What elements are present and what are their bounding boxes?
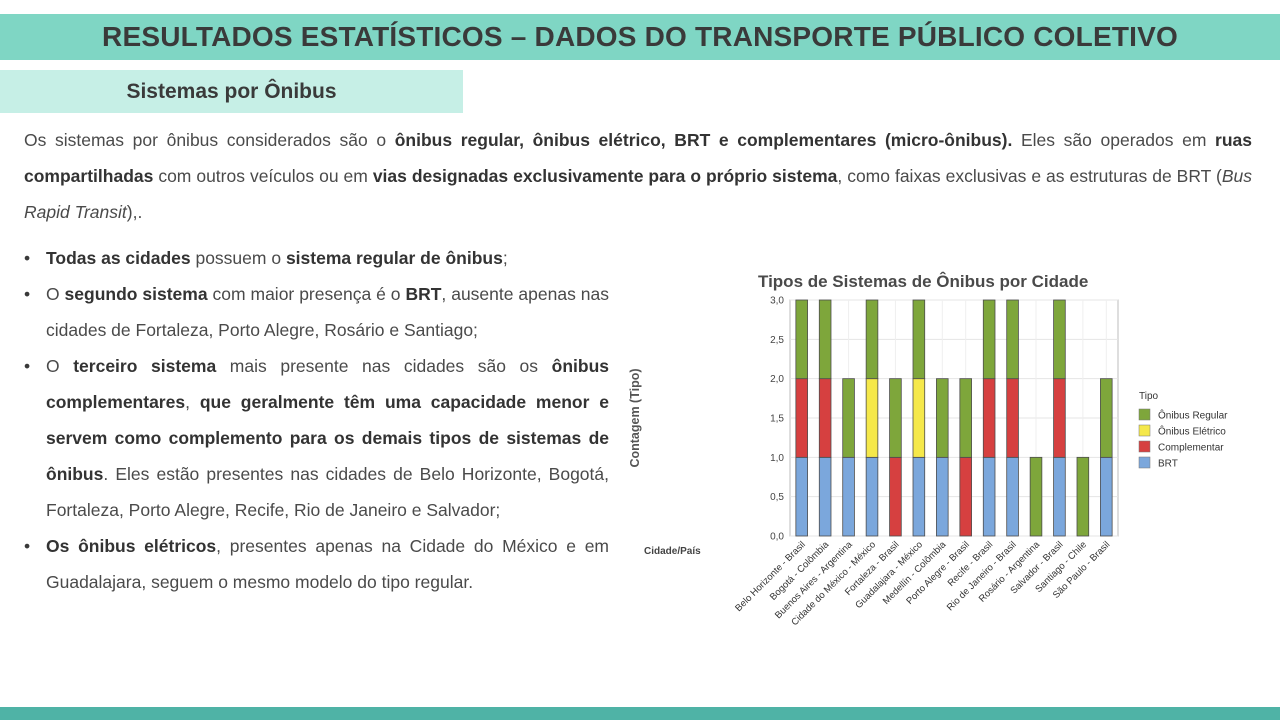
- bar-segment: [912, 378, 926, 458]
- bar-segment: [818, 299, 832, 380]
- bar-segment: [982, 378, 996, 458]
- bullet-bold: Todas as cidades: [46, 248, 191, 268]
- legend-swatch: [1138, 456, 1151, 469]
- page-title: RESULTADOS ESTATÍSTICOS – DADOS DO TRANS…: [102, 21, 1178, 52]
- bar-segment: [1006, 378, 1019, 458]
- bar-segment: [936, 378, 949, 458]
- bullet-bold: terceiro sistema: [73, 356, 217, 376]
- bullet-text: , ausente apenas nas cidades de Fortalez…: [46, 284, 609, 340]
- bar-segment: [1029, 456, 1043, 537]
- bus-systems-chart: Tipos de Sistemas de Ônibus por Cidade 0,…: [628, 272, 1228, 628]
- intro-text: Os sistemas por ônibus considerados são …: [24, 130, 395, 150]
- y-tick-label: 2,5: [770, 335, 784, 346]
- bullet-text: mais presente nas cidades são os: [216, 356, 552, 376]
- bullet-text: O: [46, 356, 74, 376]
- bullet-text: O: [46, 284, 65, 304]
- bar-segment: [959, 456, 972, 537]
- footer-bar: [0, 707, 1280, 720]
- bullet-text: possuem o: [190, 248, 286, 268]
- bar-segment: [842, 456, 855, 537]
- legend-swatch: [1138, 424, 1151, 437]
- bar-segment: [1100, 456, 1113, 537]
- bullet-bold: que geralmente têm uma capacidade menor …: [46, 392, 609, 484]
- intro-text: com outros veículos ou em: [153, 166, 373, 186]
- bar-segment: [865, 299, 879, 380]
- bar-segment: [912, 299, 926, 380]
- y-tick-label: 2,0: [770, 374, 784, 385]
- bar-segment: [1006, 456, 1019, 537]
- y-axis-label: Contagem (Tipo): [628, 368, 642, 467]
- bullet-item: • Os ônibus elétricos, presentes apenas n…: [24, 528, 609, 600]
- bullet-item: • O segundo sistema com maior presença é …: [24, 276, 609, 348]
- intro-text: Eles são operados em: [1012, 130, 1216, 150]
- bar-segment: [842, 378, 855, 458]
- bullet-marker: •: [24, 536, 31, 556]
- bar-segment: [1053, 456, 1066, 537]
- bullet-bold: segundo sistema: [64, 284, 208, 304]
- legend-label: Ônibus Elétrico: [1158, 425, 1226, 438]
- bullet-marker: •: [24, 356, 31, 376]
- section-header: Sistemas por Ônibus: [0, 70, 463, 113]
- intro-text: , como faixas exclusivas e as estruturas…: [837, 166, 1222, 186]
- bar-segment: [959, 378, 972, 458]
- legend-label: Complementar: [1158, 443, 1224, 454]
- bar-segment: [818, 378, 832, 458]
- bar-segment: [795, 456, 808, 537]
- bullet-bold: Os ônibus elétricos: [46, 536, 217, 556]
- bullet-item: • O terceiro sistema mais presente nas ci…: [24, 348, 609, 528]
- bar-segment: [1053, 378, 1066, 458]
- legend-title: Tipo: [1139, 391, 1159, 402]
- y-tick-label: 1,5: [770, 414, 784, 425]
- intro-text: ),.: [126, 202, 143, 222]
- bullet-text: , presentes apenas na Cidade do México e…: [46, 536, 610, 592]
- bullet-text: com maior presença é o: [207, 284, 406, 304]
- section-title: Sistemas por Ônibus: [126, 79, 337, 103]
- bar-segment: [1076, 456, 1090, 537]
- legend-label: BRT: [1158, 459, 1178, 470]
- legend-swatch: [1138, 408, 1151, 421]
- bullet-bold: ônibus complementares: [46, 356, 609, 412]
- bar-segment: [1100, 378, 1113, 458]
- bar-segment: [818, 456, 832, 537]
- bullet-text: ;: [502, 248, 508, 268]
- intro-bold: vias designadas exclusivamente para o pr…: [372, 166, 838, 186]
- intro-bold: ônibus regular, ônibus elétrico, BRT e c…: [394, 130, 1013, 150]
- y-tick-label: 0,5: [770, 492, 784, 503]
- y-tick-label: 0,0: [770, 532, 784, 543]
- bar-segment: [982, 456, 996, 537]
- bullet-bold: BRT: [405, 284, 442, 304]
- bullet-text: ,: [185, 392, 200, 412]
- bar-segment: [795, 378, 808, 458]
- bar-segment: [795, 299, 808, 380]
- bar-segment: [889, 456, 902, 537]
- bullet-marker: •: [24, 284, 31, 304]
- legend-swatch: [1138, 440, 1151, 453]
- title-bar: RESULTADOS ESTATÍSTICOS – DADOS DO TRANS…: [0, 14, 1280, 60]
- legend-label: Ônibus Regular: [1158, 409, 1228, 422]
- bar-segment: [912, 456, 926, 537]
- bar-segment: [1006, 299, 1019, 380]
- chart-title: Tipos de Sistemas de Ônibus por Cidade: [758, 272, 1088, 291]
- bar-segment: [982, 299, 996, 380]
- y-tick-label: 1,0: [770, 453, 784, 464]
- intro-paragraph: Os sistemas por ônibus considerados são …: [24, 122, 1252, 230]
- bar-segment: [865, 378, 879, 458]
- bar-segment: [889, 378, 902, 458]
- bullet-bold: sistema regular de ônibus: [285, 248, 503, 268]
- bullet-item: • Todas as cidades possuem o sistema regu…: [24, 240, 609, 276]
- x-axis-label: Cidade/País: [644, 546, 701, 557]
- bullet-text: . Eles estão presentes nas cidades de Be…: [46, 464, 609, 520]
- bullet-marker: •: [24, 248, 31, 268]
- intro-bold: ruas compartilhadas: [24, 130, 1253, 186]
- bullet-list: • Todas as cidades possuem o sistema regu…: [24, 240, 609, 600]
- bar-segment: [936, 456, 949, 537]
- bar-segment: [865, 456, 879, 537]
- intro-italic: Bus Rapid Transit: [24, 166, 1252, 222]
- y-tick-label: 3,0: [770, 296, 784, 307]
- bar-segment: [1053, 299, 1066, 380]
